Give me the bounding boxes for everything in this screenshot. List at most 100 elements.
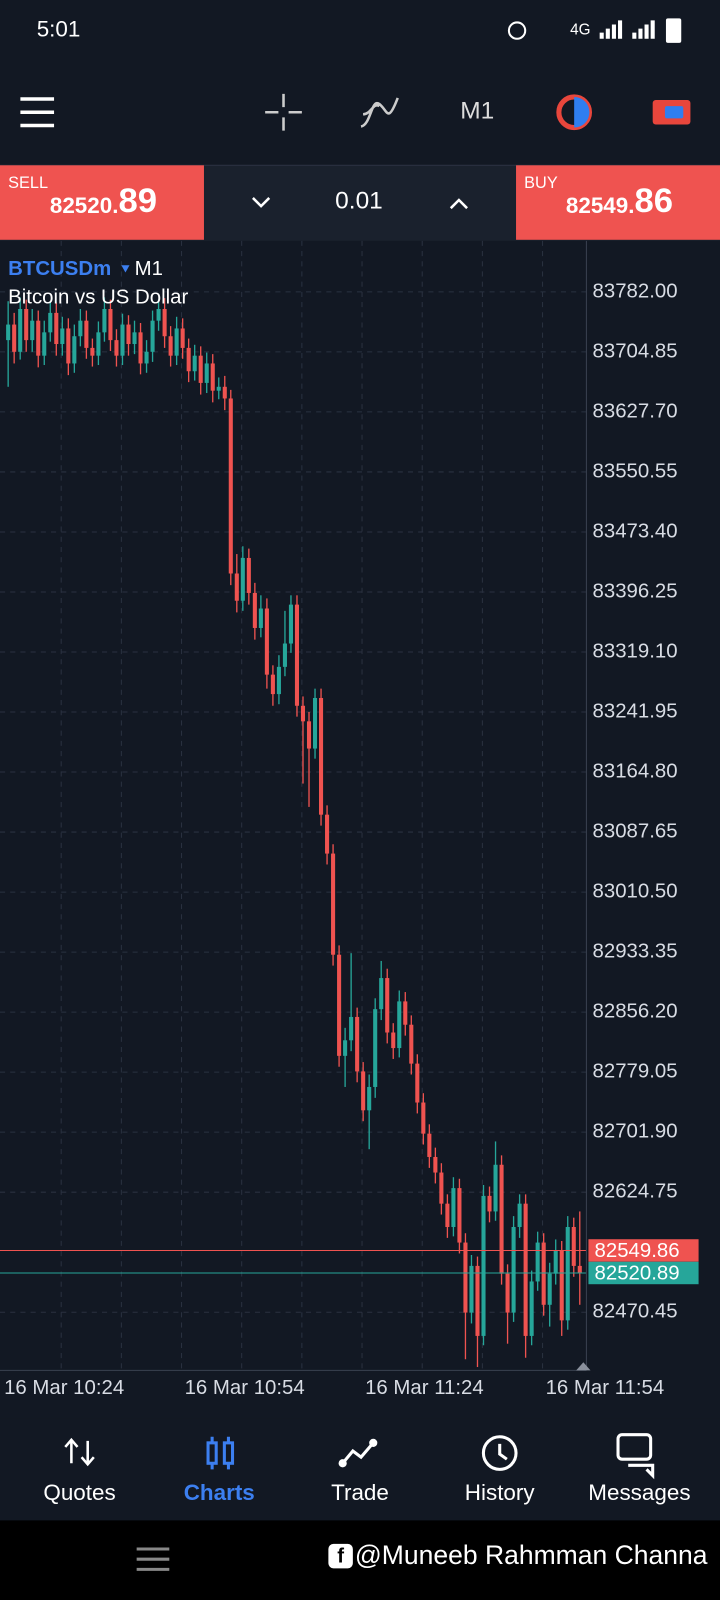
y-tick-label: 83241.95 <box>593 700 678 722</box>
price-label: 82520.89 <box>595 1262 680 1284</box>
status-time: 5:01 <box>37 17 81 42</box>
symbol-dropdown[interactable] <box>121 265 130 273</box>
symbol[interactable]: BTCUSDm <box>8 258 111 280</box>
trade-icon-dot <box>338 1459 347 1468</box>
x-tick-label: 16 Mar 11:54 <box>546 1377 665 1399</box>
recents-button[interactable] <box>136 1547 170 1571</box>
candle-body <box>319 697 324 815</box>
y-tick-label: 83164.80 <box>593 760 678 782</box>
nav-item[interactable]: Messages <box>588 1480 690 1505</box>
candle-body <box>270 674 275 695</box>
y-tick-label: 82779.05 <box>593 1061 678 1083</box>
candle-body <box>228 398 233 574</box>
grid <box>0 240 587 1371</box>
candle-body <box>126 324 131 345</box>
symbol-description: Bitcoin vs US Dollar <box>8 286 188 308</box>
timeframe-button[interactable]: M1 <box>460 98 494 125</box>
candle-body <box>427 1133 432 1157</box>
price-label-box <box>588 1239 699 1262</box>
candle-body <box>174 328 179 356</box>
candle-body <box>282 643 287 667</box>
candle-body <box>222 386 227 399</box>
y-tick-label: 83010.50 <box>593 880 678 902</box>
candle-body <box>138 332 143 364</box>
menu-button[interactable] <box>20 97 55 128</box>
trade-button[interactable] <box>652 100 691 125</box>
price-label-box <box>588 1261 699 1285</box>
candle-body <box>114 340 119 356</box>
nav-item[interactable]: Charts <box>184 1480 255 1505</box>
candle-body <box>571 1227 576 1266</box>
y-tick-label: 83550.55 <box>593 460 678 482</box>
candle-body <box>210 363 215 391</box>
y-tick-label: 82624.75 <box>593 1181 678 1203</box>
candle-body <box>499 1164 504 1274</box>
candle-body <box>403 1001 408 1025</box>
indicators-button[interactable] <box>360 97 399 128</box>
plot <box>0 297 587 1368</box>
trade-icon-dot <box>369 1438 378 1447</box>
sell-button[interactable]: SELL 82520.89 <box>0 165 204 240</box>
buy-price: 82549.86 <box>566 182 673 220</box>
quotes-icon <box>64 1437 95 1467</box>
candle-body <box>198 355 203 383</box>
candle-body <box>391 1032 396 1049</box>
candle-body <box>385 978 390 1033</box>
candle-body <box>192 355 197 372</box>
messages-icon <box>616 1433 655 1480</box>
candle-body <box>397 1001 402 1049</box>
candle-body <box>535 1242 540 1282</box>
volume-down[interactable] <box>252 197 271 208</box>
candle-body <box>108 309 113 341</box>
candle-body <box>120 324 125 356</box>
buy-price-big: 86 <box>635 182 674 220</box>
sell-price-big: 89 <box>118 182 157 220</box>
buy-button[interactable]: BUY 82549.86 <box>516 165 720 240</box>
price-label: 82549.86 <box>595 1240 680 1262</box>
candle-body <box>36 320 41 356</box>
alarm-icon <box>507 21 527 40</box>
candle-body <box>517 1203 522 1228</box>
candle-body <box>96 332 101 356</box>
volume[interactable]: 0.01 <box>335 188 383 215</box>
sell-price: 82520.89 <box>50 182 157 220</box>
crosshair-button[interactable] <box>265 93 302 131</box>
candle-body <box>150 320 155 352</box>
candle-body <box>312 697 318 749</box>
candle-body <box>409 1024 414 1064</box>
nav-item[interactable]: Quotes <box>43 1480 115 1505</box>
candle-body <box>294 604 300 706</box>
candle-body <box>162 309 167 337</box>
volume-up[interactable] <box>449 198 468 210</box>
trade-icon <box>341 1441 375 1465</box>
candle-body <box>469 1265 474 1313</box>
battery-icon <box>665 18 682 43</box>
one-click-button[interactable] <box>556 94 593 131</box>
y-tick-label: 82933.35 <box>593 940 678 962</box>
y-tick-label: 83087.65 <box>593 820 678 842</box>
candle-body <box>511 1227 516 1313</box>
y-tick-label: 83396.25 <box>593 580 678 602</box>
candle-body <box>463 1242 468 1313</box>
candle-body <box>102 309 107 333</box>
candle-body <box>204 363 209 383</box>
nav-item[interactable]: Trade <box>331 1480 389 1505</box>
candle-body <box>475 1265 480 1336</box>
nav-item[interactable]: History <box>465 1480 536 1505</box>
candle-body <box>84 320 89 348</box>
watermark: @Muneeb Rahmman Channa <box>355 1540 708 1570</box>
candle-body <box>349 1016 354 1041</box>
candle-body <box>331 853 336 955</box>
y-tick-label: 83473.40 <box>593 520 678 542</box>
candle-body <box>30 320 35 341</box>
facebook-glyph: f <box>337 1546 344 1568</box>
candle-body <box>481 1195 486 1336</box>
candle-body <box>54 312 59 345</box>
candle-body <box>252 592 257 628</box>
candle-body <box>90 347 95 356</box>
candle-body <box>276 666 281 695</box>
candle-body <box>577 1265 582 1273</box>
candle-body <box>553 1250 558 1274</box>
candle-body <box>216 386 221 391</box>
